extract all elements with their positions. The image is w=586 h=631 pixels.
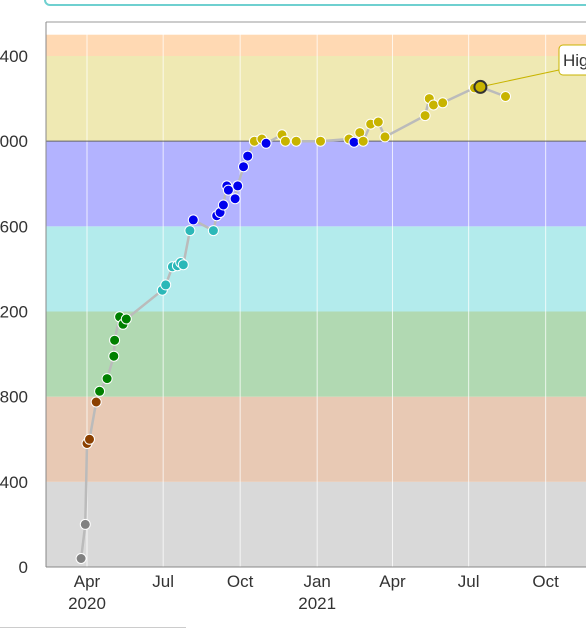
data-point[interactable] (428, 99, 439, 111)
band-400-800 (46, 396, 586, 482)
y-tick-label: 1600 (0, 217, 28, 236)
x-tick-label: Apr (379, 572, 406, 591)
data-point[interactable] (84, 433, 95, 445)
tooltip-box (558, 44, 586, 76)
y-tick-label: 0 (19, 558, 28, 577)
navigator-scrollbar[interactable] (0, 627, 186, 631)
x-tick-labels: Apr 2020 Jul Oct Jan 2021 Apr Jul Oct (68, 572, 559, 613)
data-point[interactable] (94, 385, 106, 397)
data-point[interactable] (260, 137, 272, 149)
y-tick-label: 2000 (0, 132, 28, 151)
x-tick-label: Jul (152, 572, 174, 591)
chart-container-frame (44, 0, 586, 6)
data-point[interactable] (184, 225, 196, 237)
vertical-gridlines (86, 22, 547, 567)
band-layer (46, 34, 586, 567)
band-2000-2400 (46, 56, 586, 142)
band-800-1200 (46, 311, 586, 397)
data-point[interactable] (372, 116, 384, 128)
data-point[interactable] (207, 225, 219, 237)
data-point[interactable] (90, 396, 102, 408)
data-point[interactable] (348, 136, 360, 148)
data-point[interactable] (315, 135, 326, 147)
data-point[interactable] (437, 97, 449, 109)
data-point[interactable] (357, 135, 369, 147)
x-tick-label: Jul (458, 572, 480, 591)
data-point[interactable] (238, 161, 249, 173)
data-point-highlighted[interactable] (473, 79, 488, 94)
band-0-400 (46, 481, 586, 567)
data-point[interactable] (75, 553, 87, 564)
data-point[interactable] (108, 350, 120, 362)
tooltip-connector (480, 69, 560, 88)
y-tick-labels: 0 400 800 1200 1600 2000 2400 (0, 47, 28, 577)
data-point[interactable] (242, 150, 254, 162)
data-point[interactable] (187, 214, 199, 226)
data-point[interactable] (217, 199, 229, 211)
data-point[interactable] (222, 184, 234, 196)
data-point[interactable] (109, 334, 121, 346)
y-tick-label: 2400 (0, 47, 28, 66)
data-point[interactable] (379, 131, 391, 143)
data-point[interactable] (177, 259, 189, 271)
tooltip-label: Hig (563, 51, 586, 70)
data-point[interactable] (120, 313, 132, 325)
data-point[interactable] (500, 91, 511, 102)
tooltip: Hig (558, 44, 586, 76)
x-tick-label: Apr (74, 572, 101, 591)
x-tick-label: Oct (227, 572, 254, 591)
data-point[interactable] (229, 193, 241, 205)
band-1600-2000 (46, 141, 586, 227)
x-tick-label: Oct (532, 572, 559, 591)
data-point[interactable] (101, 373, 113, 385)
data-point[interactable] (79, 518, 91, 530)
x-tick-label: Jan (303, 572, 330, 591)
x-tick-year-label: 2021 (298, 594, 336, 613)
band-1200-1600 (46, 226, 586, 312)
data-point[interactable] (160, 279, 172, 291)
band-2400-2500 (46, 34, 586, 56)
series-layer (75, 69, 560, 564)
data-point[interactable] (232, 180, 244, 192)
x-tick-year-label: 2020 (68, 594, 106, 613)
data-point[interactable] (290, 135, 302, 147)
data-point[interactable] (279, 135, 291, 147)
y-tick-label: 1200 (0, 303, 28, 322)
y-tick-label: 800 (0, 388, 28, 407)
data-point[interactable] (419, 110, 431, 122)
y-tick-label: 400 (0, 473, 28, 492)
